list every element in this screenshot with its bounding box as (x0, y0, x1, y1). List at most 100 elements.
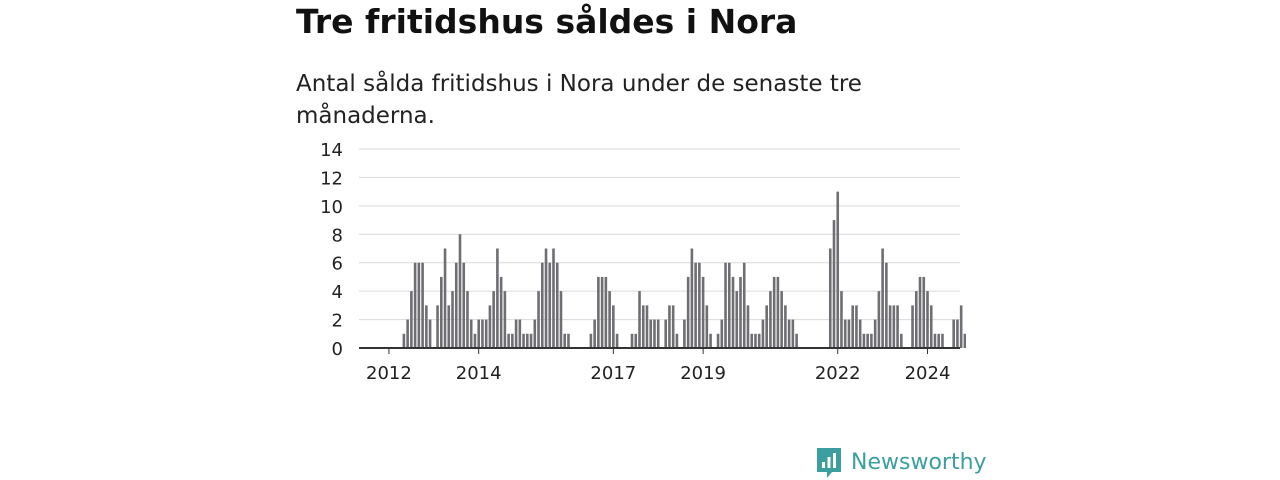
bar (443, 248, 447, 348)
x-tick-label: 2012 (366, 363, 412, 384)
bar (836, 191, 840, 348)
bar (563, 333, 567, 348)
bar (559, 291, 563, 348)
bar (716, 333, 720, 348)
bar (600, 276, 604, 348)
bar (956, 319, 959, 348)
bar (499, 276, 503, 348)
bar (885, 262, 888, 348)
bar (496, 248, 499, 348)
bar (720, 319, 724, 348)
bar (851, 305, 854, 348)
bar (750, 333, 754, 348)
bar (522, 333, 525, 348)
bar (772, 276, 776, 348)
newsworthy-chart-icon (817, 448, 841, 478)
bar (413, 262, 417, 348)
bar (649, 319, 653, 348)
bar (537, 291, 540, 348)
bar (858, 319, 862, 348)
bar (540, 262, 544, 348)
bar (780, 291, 783, 348)
bar (937, 333, 941, 348)
bar (840, 291, 843, 348)
bar (526, 333, 529, 348)
bar (402, 333, 406, 348)
brand-logo[interactable]: Newsworthy (815, 446, 987, 480)
bar (843, 319, 847, 348)
bar (757, 333, 761, 348)
bar (604, 276, 608, 348)
bar (447, 305, 451, 348)
bar (709, 333, 712, 348)
brand-name: Newsworthy (851, 450, 987, 475)
bar (454, 262, 458, 348)
bar (597, 276, 600, 348)
bar (514, 319, 518, 348)
bar (410, 291, 413, 348)
bar (694, 262, 697, 348)
bar (488, 305, 492, 348)
bar (963, 333, 966, 348)
bar (451, 291, 454, 348)
bar (683, 319, 686, 348)
bar (870, 333, 873, 348)
bar (675, 333, 679, 348)
y-tick-label: 2 (332, 311, 343, 332)
bar (754, 333, 757, 348)
bar (507, 333, 510, 348)
y-tick-label: 12 (320, 168, 343, 189)
bar (746, 305, 750, 348)
bar (481, 319, 484, 348)
x-tick-label: 2017 (590, 363, 636, 384)
bar (795, 333, 798, 348)
bar (959, 305, 963, 348)
bar (589, 333, 593, 348)
bar (406, 319, 409, 348)
bar (641, 305, 645, 348)
x-tick-label: 2024 (905, 363, 951, 384)
bar (896, 305, 899, 348)
bar (615, 333, 619, 348)
bar (941, 333, 944, 348)
chart-title: Tre fritidshus såldes i Nora (296, 2, 798, 41)
bar (440, 276, 443, 348)
bar (735, 291, 739, 348)
bar (428, 319, 432, 348)
bar (634, 333, 638, 348)
bar (458, 234, 462, 348)
x-tick-label: 2022 (815, 363, 861, 384)
bar (529, 333, 533, 348)
bar (664, 319, 667, 348)
bar (477, 319, 480, 348)
bar (473, 333, 477, 348)
bar (462, 262, 466, 348)
x-tick-label: 2019 (680, 363, 726, 384)
bar (612, 305, 615, 348)
bar (705, 305, 709, 348)
bar (929, 305, 933, 348)
bar (671, 305, 675, 348)
bar (548, 262, 552, 348)
bar (656, 319, 660, 348)
chart-subtitle: Antal sålda fritidshus i Nora under de s… (296, 71, 862, 129)
bar (933, 333, 937, 348)
bar (698, 262, 701, 348)
bar (769, 291, 772, 348)
bar (544, 248, 548, 348)
bar (900, 333, 903, 348)
y-tick-label: 4 (332, 282, 343, 303)
bar (888, 305, 892, 348)
bar (555, 262, 559, 348)
bar (701, 276, 705, 348)
bar (791, 319, 795, 348)
bar (552, 248, 555, 348)
bar (739, 276, 742, 348)
bar (421, 262, 424, 348)
bar (645, 305, 649, 348)
bar (742, 262, 746, 348)
bar (731, 276, 735, 348)
bar (466, 291, 469, 348)
bar (593, 319, 596, 348)
bar (765, 305, 768, 348)
